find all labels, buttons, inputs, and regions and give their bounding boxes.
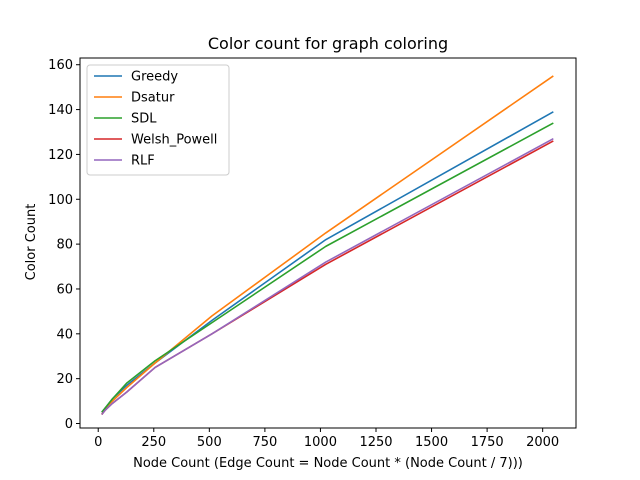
series-line-sdl — [101, 122, 554, 413]
legend-label: Welsh_Powell — [131, 133, 217, 148]
y-tick-label: 160 — [48, 58, 73, 73]
y-axis-label: Color Count — [24, 204, 39, 281]
series-lines — [101, 75, 554, 416]
y-tick-label: 120 — [48, 148, 73, 163]
plot-area — [79, 57, 577, 429]
legend-label: Dsatur — [131, 91, 175, 106]
legend: Greedy Dsatur SDL Welsh_Powell RLF — [86, 64, 230, 176]
x-tick-label: 2000 — [526, 435, 559, 450]
chart-title: Color count for graph coloring — [208, 34, 448, 53]
x-tick-label: 750 — [252, 435, 277, 450]
legend-label: RLF — [131, 154, 155, 169]
x-tick-label: 0 — [94, 435, 102, 450]
y-axis-ticks: 0 20 40 60 80 100 120 140 160 — [48, 58, 80, 432]
x-axis-label: Node Count (Edge Count = Node Count * (N… — [133, 456, 523, 471]
plot-frame — [79, 57, 577, 429]
y-tick-label: 20 — [56, 372, 73, 387]
legend-box — [86, 64, 230, 176]
y-tick-label: 40 — [56, 327, 73, 342]
x-tick-label: 500 — [197, 435, 222, 450]
x-tick-label: 1250 — [359, 435, 392, 450]
x-tick-label: 1000 — [304, 435, 337, 450]
y-tick-label: 60 — [56, 282, 73, 297]
y-tick-label: 80 — [56, 238, 73, 253]
x-tick-label: 1500 — [415, 435, 448, 450]
y-tick-label: 100 — [48, 193, 73, 208]
x-axis-ticks: 0 250 500 750 1000 1250 1500 1750 2000 — [94, 428, 559, 450]
series-line-rlf — [101, 138, 554, 416]
y-tick-label: 0 — [65, 417, 73, 432]
x-tick-label: 250 — [141, 435, 166, 450]
legend-label: SDL — [131, 112, 157, 127]
y-tick-label: 140 — [48, 103, 73, 118]
x-tick-label: 1750 — [471, 435, 504, 450]
legend-label: Greedy — [131, 70, 178, 85]
